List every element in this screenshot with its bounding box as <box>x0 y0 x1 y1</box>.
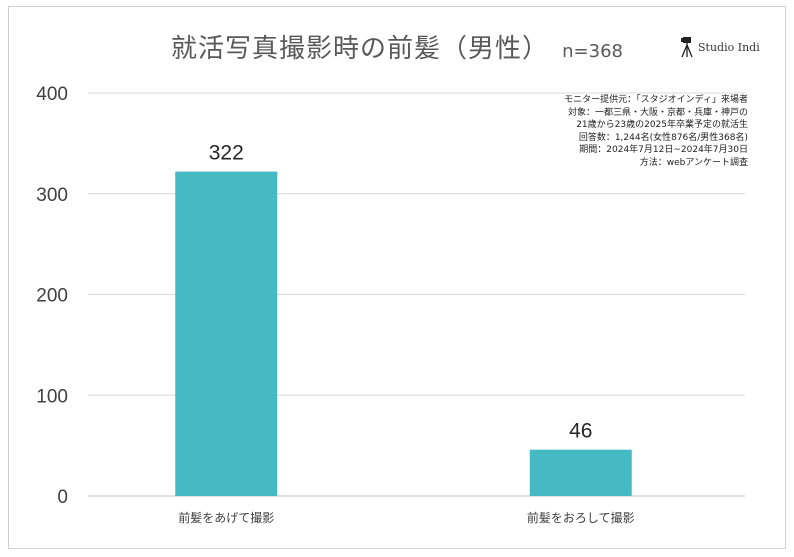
chart-title: 就活写真撮影時の前髪（男性） <box>171 34 550 64</box>
survey-note-line: 対象：一都三県・大阪・京都・兵庫・神戸の <box>567 107 748 118</box>
bar <box>529 449 632 496</box>
survey-note: モニター提供元：「スタジオインディ」来場者 対象：一都三県・大阪・京都・兵庫・神… <box>564 94 748 170</box>
y-tick-label: 300 <box>36 185 68 206</box>
x-tick-label: 前髪をあげて撮影 <box>178 510 274 525</box>
data-label: 46 <box>569 420 592 443</box>
x-tick-label: 前髪をおろして撮影 <box>527 510 635 525</box>
camera-tripod-icon <box>681 37 693 58</box>
survey-note-line: 期間：2024年7月12日~2024年7月30日 <box>579 145 748 156</box>
y-tick-label: 0 <box>57 487 68 508</box>
y-tick-label: 100 <box>36 386 68 407</box>
survey-note-line: 21歳から23歳の2025年卒業予定の就活生 <box>576 120 748 131</box>
data-label: 322 <box>209 142 244 165</box>
survey-note-line: 方法：webアンケート調査 <box>639 157 748 168</box>
survey-note-line: モニター提供元：「スタジオインディ」来場者 <box>564 95 748 105</box>
chart-title-row: 就活写真撮影時の前髪（男性） n=368 <box>0 28 794 65</box>
chart-frame <box>8 6 786 549</box>
bar <box>175 171 278 496</box>
chart-subtitle: n=368 <box>562 41 623 62</box>
brand-logo-text: Studio Indi <box>698 40 760 54</box>
survey-note-line: 回答数：1,244名(女性876名/男性368名) <box>578 132 748 143</box>
y-tick-label: 200 <box>36 286 68 307</box>
brand-logo: Studio Indi <box>680 36 760 58</box>
y-tick-label: 400 <box>36 84 68 105</box>
